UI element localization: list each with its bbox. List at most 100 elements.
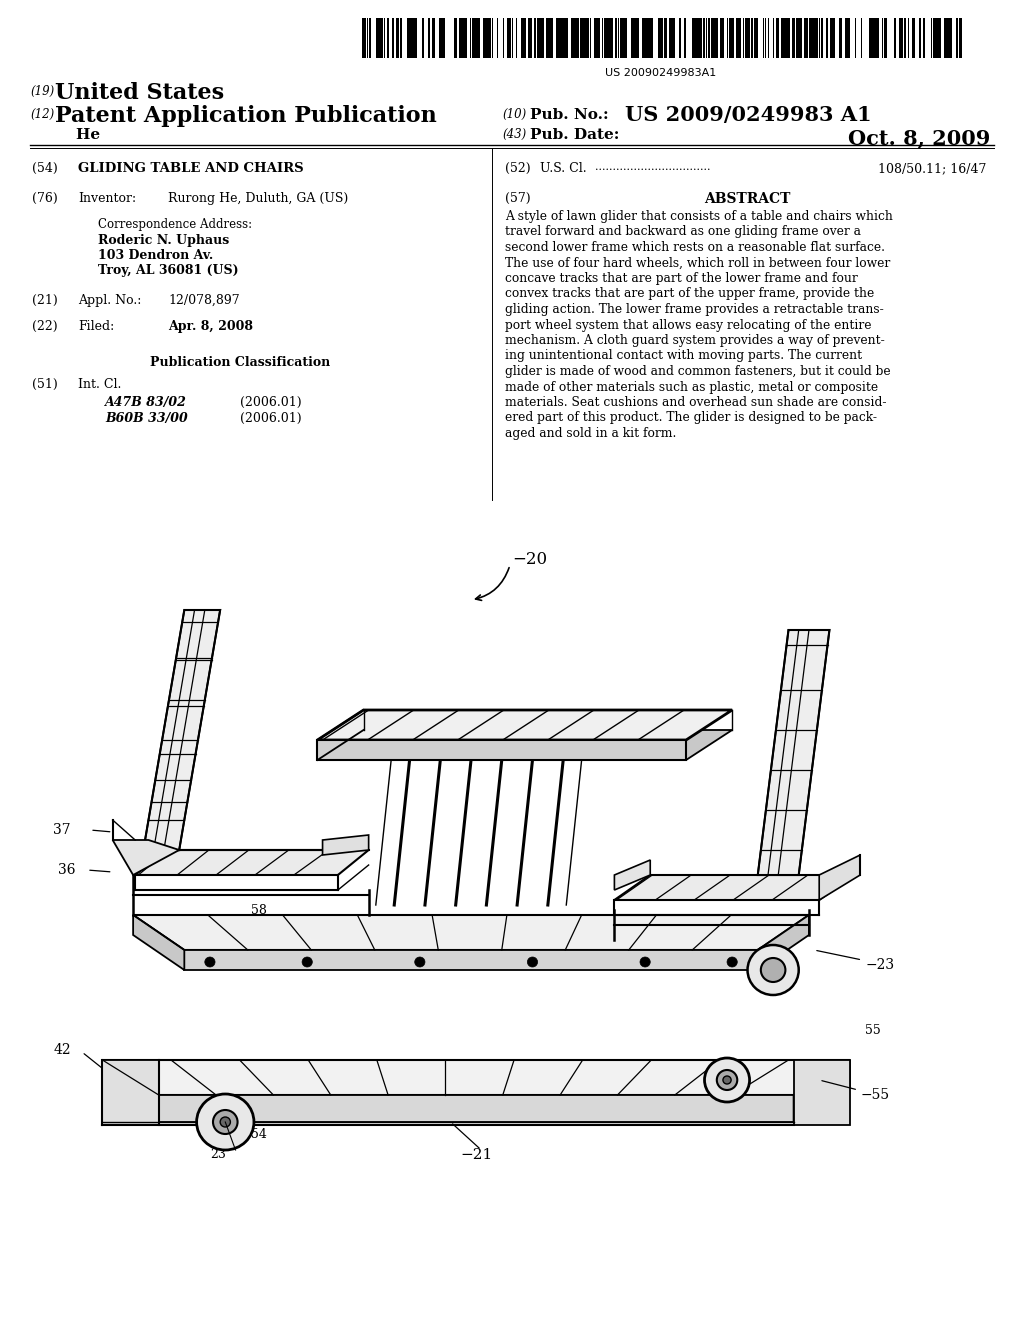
Bar: [620, 18, 622, 58]
Text: A47B 83/02: A47B 83/02: [105, 396, 186, 409]
Bar: [901, 18, 903, 58]
Circle shape: [302, 957, 312, 968]
Polygon shape: [794, 1060, 850, 1122]
Text: He: He: [55, 128, 100, 143]
Text: Appl. No.:: Appl. No.:: [78, 294, 141, 308]
Text: (54): (54): [32, 162, 57, 176]
Bar: [919, 18, 921, 58]
Bar: [806, 18, 808, 58]
Text: 108/50.11; 16/47: 108/50.11; 16/47: [878, 162, 986, 176]
Bar: [422, 18, 424, 58]
Bar: [799, 18, 802, 58]
Bar: [848, 18, 850, 58]
Polygon shape: [102, 1060, 159, 1125]
Text: convex tracks that are part of the upper frame, provide the: convex tracks that are part of the upper…: [505, 288, 874, 301]
Bar: [721, 18, 723, 58]
Text: (19): (19): [30, 84, 54, 98]
Bar: [730, 18, 732, 58]
Bar: [737, 18, 740, 58]
Polygon shape: [133, 915, 184, 970]
Bar: [804, 18, 806, 58]
Polygon shape: [758, 915, 809, 970]
Bar: [809, 18, 812, 58]
Text: Apr. 8, 2008: Apr. 8, 2008: [168, 319, 253, 333]
Polygon shape: [317, 710, 732, 741]
Text: (22): (22): [32, 319, 57, 333]
Bar: [604, 18, 606, 58]
Bar: [521, 18, 524, 58]
Bar: [745, 18, 748, 58]
Text: −23: −23: [865, 958, 894, 972]
Circle shape: [527, 957, 538, 968]
Bar: [831, 18, 835, 58]
Bar: [637, 18, 639, 58]
Polygon shape: [614, 861, 650, 890]
Bar: [934, 18, 936, 58]
Text: 54: 54: [251, 1129, 267, 1142]
Bar: [937, 18, 939, 58]
Bar: [784, 18, 787, 58]
Bar: [433, 18, 435, 58]
Polygon shape: [113, 840, 179, 875]
Bar: [959, 18, 962, 58]
Polygon shape: [159, 1096, 794, 1122]
Text: (21): (21): [32, 294, 57, 308]
Text: (52): (52): [505, 162, 530, 176]
Text: United States: United States: [55, 82, 224, 104]
Polygon shape: [758, 630, 829, 875]
Bar: [442, 18, 445, 58]
Bar: [679, 18, 681, 58]
Bar: [899, 18, 901, 58]
Text: US 20090249983A1: US 20090249983A1: [605, 69, 717, 78]
Bar: [611, 18, 613, 58]
Polygon shape: [317, 730, 732, 760]
Bar: [642, 18, 644, 58]
Polygon shape: [794, 1060, 850, 1125]
Bar: [956, 18, 958, 58]
Text: port wheel system that allows easy relocating of the entire: port wheel system that allows easy reloc…: [505, 318, 871, 331]
Text: 36: 36: [58, 863, 76, 876]
Text: Correspondence Address:: Correspondence Address:: [98, 218, 252, 231]
Text: Troy, AL 36081 (US): Troy, AL 36081 (US): [98, 264, 239, 277]
Bar: [489, 18, 490, 58]
Text: mechanism. A cloth guard system provides a way of prevent-: mechanism. A cloth guard system provides…: [505, 334, 885, 347]
Bar: [708, 18, 710, 58]
Polygon shape: [819, 855, 860, 900]
Text: 58: 58: [251, 903, 267, 916]
Bar: [412, 18, 414, 58]
Bar: [478, 18, 480, 58]
Text: (2006.01): (2006.01): [240, 396, 302, 409]
Bar: [821, 18, 823, 58]
Bar: [700, 18, 702, 58]
Polygon shape: [317, 741, 686, 760]
Bar: [507, 18, 509, 58]
Text: GLIDING TABLE AND CHAIRS: GLIDING TABLE AND CHAIRS: [78, 162, 304, 176]
Text: Filed:: Filed:: [78, 319, 115, 333]
Bar: [669, 18, 672, 58]
Circle shape: [717, 1071, 737, 1090]
Bar: [461, 18, 464, 58]
Bar: [396, 18, 399, 58]
Bar: [713, 18, 715, 58]
Text: 42: 42: [53, 1043, 71, 1057]
Bar: [428, 18, 430, 58]
Bar: [597, 18, 599, 58]
Circle shape: [205, 957, 215, 968]
Bar: [698, 18, 700, 58]
Bar: [877, 18, 879, 58]
Text: Inventor:: Inventor:: [78, 191, 136, 205]
Text: made of other materials such as plastic, metal or composite: made of other materials such as plastic,…: [505, 380, 879, 393]
Circle shape: [723, 1076, 731, 1084]
Text: Oct. 8, 2009: Oct. 8, 2009: [848, 128, 990, 148]
Bar: [475, 18, 478, 58]
Bar: [732, 18, 734, 58]
Bar: [830, 18, 831, 58]
Bar: [439, 18, 441, 58]
Text: Pub. No.:: Pub. No.:: [530, 108, 608, 121]
Bar: [797, 18, 799, 58]
Text: 23: 23: [210, 1148, 226, 1162]
Bar: [538, 18, 541, 58]
Text: B60B 33/00: B60B 33/00: [105, 412, 187, 425]
Bar: [787, 18, 790, 58]
Bar: [465, 18, 467, 58]
